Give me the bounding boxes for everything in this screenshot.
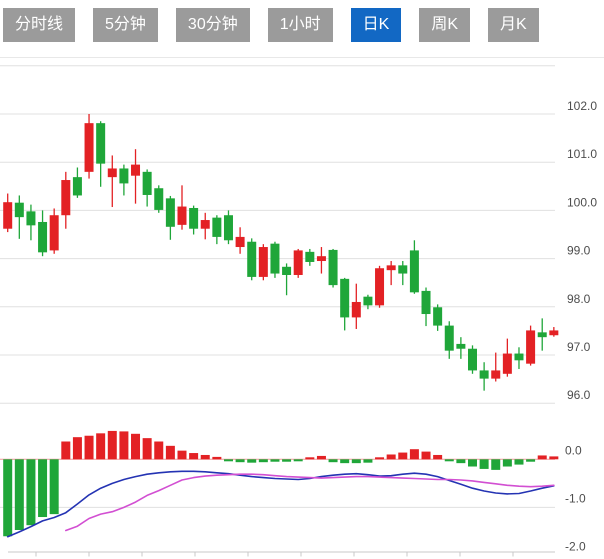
macd-axis-labels: 0.0 -1.0 -2.0 (565, 443, 586, 553)
svg-text:97.0: 97.0 (567, 340, 591, 354)
svg-text:99.0: 99.0 (567, 244, 591, 258)
macd-axis (0, 458, 555, 557)
dif-line (6, 470, 555, 538)
svg-text:100.0: 100.0 (567, 195, 597, 209)
tab-minute-line[interactable]: 分时线 (3, 8, 76, 42)
dea-line (65, 473, 555, 532)
svg-text:101.0: 101.0 (567, 147, 597, 161)
tab-monthly-k[interactable]: 月K (488, 8, 539, 42)
tab-5min[interactable]: 5分钟 (93, 8, 158, 42)
tab-1hour[interactable]: 1小时 (267, 8, 333, 42)
svg-text:98.0: 98.0 (567, 292, 591, 306)
candles (3, 114, 559, 391)
svg-text:96.0: 96.0 (567, 388, 591, 402)
macd-histogram (3, 430, 559, 537)
tabbar-divider (0, 57, 604, 58)
tab-30min[interactable]: 30分钟 (175, 8, 250, 42)
tab-daily-k[interactable]: 日K (350, 8, 402, 42)
price-axis-labels: 102.0 101.0 100.0 99.0 98.0 97.0 96.0 (567, 99, 597, 402)
svg-text:-2.0: -2.0 (565, 540, 586, 554)
timeframe-tabbar: 分时线 5分钟 30分钟 1小时 日K 周K 月K (3, 8, 539, 42)
svg-text:-1.0: -1.0 (565, 491, 586, 505)
svg-text:0.0: 0.0 (565, 443, 582, 457)
tab-weekly-k[interactable]: 周K (419, 8, 471, 42)
svg-text:102.0: 102.0 (567, 99, 597, 113)
